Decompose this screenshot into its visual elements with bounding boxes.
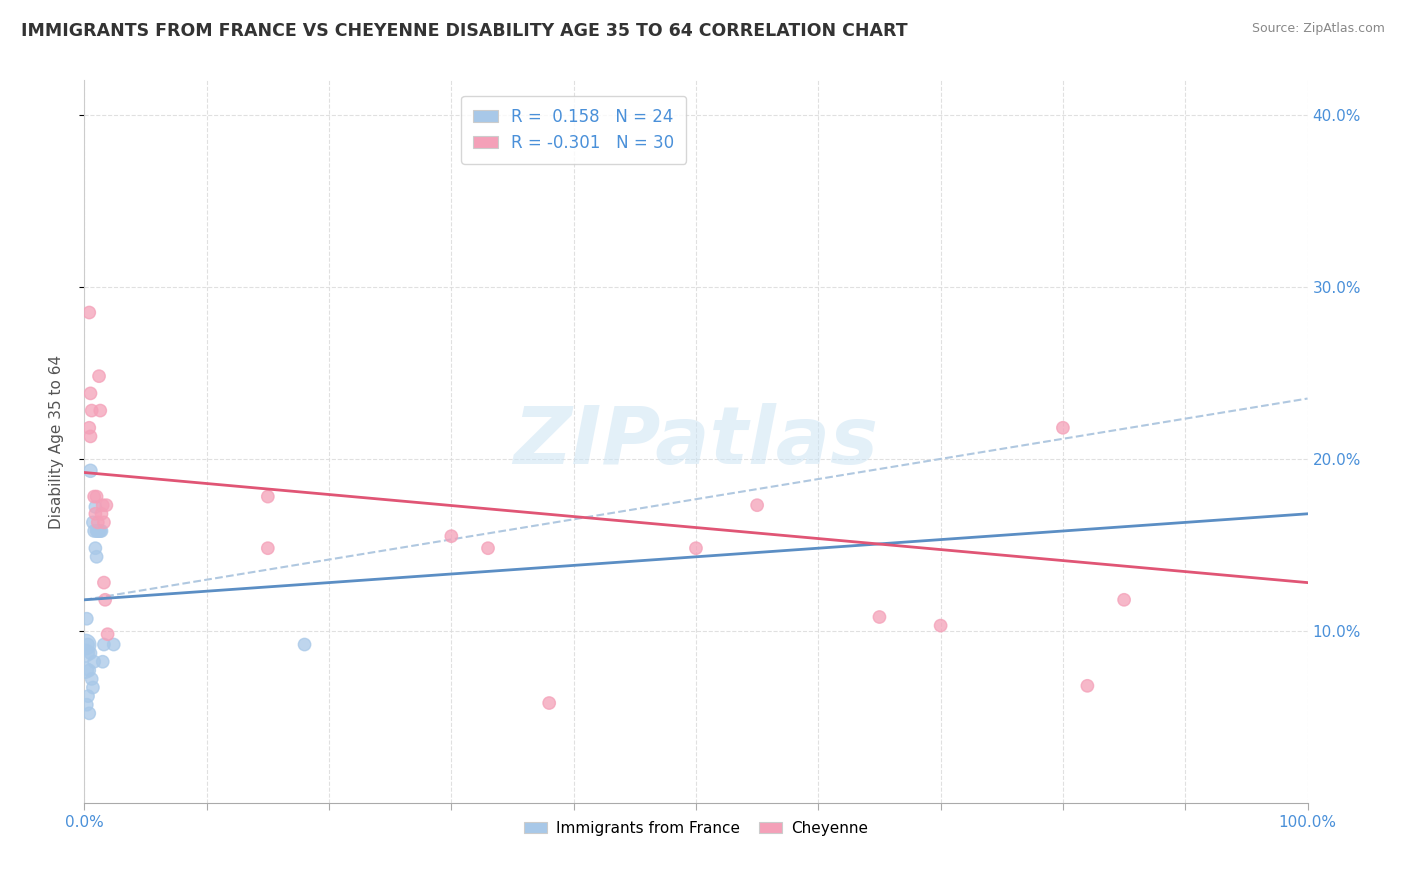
- Point: [96, 498, 118, 512]
- Point: [75, 638, 97, 652]
- Point: [685, 541, 707, 556]
- Point: [84, 500, 107, 514]
- Point: [83, 655, 105, 669]
- Point: [93, 516, 115, 530]
- Point: [93, 638, 115, 652]
- Point: [869, 610, 891, 624]
- Text: ZIPatlas: ZIPatlas: [513, 402, 879, 481]
- Text: Source: ZipAtlas.com: Source: ZipAtlas.com: [1251, 22, 1385, 36]
- Point: [87, 524, 110, 538]
- Point: [79, 646, 101, 660]
- Point: [929, 618, 952, 632]
- Point: [77, 638, 100, 652]
- Point: [84, 541, 107, 556]
- Point: [75, 664, 97, 678]
- Point: [1114, 592, 1136, 607]
- Point: [87, 524, 110, 538]
- Point: [90, 507, 112, 521]
- Point: [89, 524, 111, 538]
- Point: [90, 524, 112, 538]
- Point: [77, 664, 100, 678]
- Point: [91, 655, 114, 669]
- Point: [257, 490, 280, 504]
- Point: [94, 592, 117, 607]
- Point: [76, 612, 98, 626]
- Point: [80, 672, 103, 686]
- Point: [83, 524, 105, 538]
- Point: [97, 627, 120, 641]
- Point: [538, 696, 561, 710]
- Point: [257, 541, 280, 556]
- Point: [77, 421, 100, 435]
- Legend: Immigrants from France, Cheyenne: Immigrants from France, Cheyenne: [517, 815, 875, 842]
- Point: [75, 646, 97, 660]
- Text: IMMIGRANTS FROM FRANCE VS CHEYENNE DISABILITY AGE 35 TO 64 CORRELATION CHART: IMMIGRANTS FROM FRANCE VS CHEYENNE DISAB…: [21, 22, 908, 40]
- Point: [93, 575, 115, 590]
- Point: [82, 516, 104, 530]
- Point: [294, 638, 316, 652]
- Point: [91, 498, 114, 512]
- Point: [76, 698, 98, 712]
- Point: [84, 507, 107, 521]
- Point: [77, 706, 100, 721]
- Point: [77, 689, 100, 703]
- Point: [79, 386, 101, 401]
- Point: [1076, 679, 1098, 693]
- Point: [79, 464, 101, 478]
- Y-axis label: Disability Age 35 to 64: Disability Age 35 to 64: [49, 354, 63, 529]
- Point: [440, 529, 463, 543]
- Point: [86, 524, 108, 538]
- Point: [477, 541, 499, 556]
- Point: [80, 403, 103, 417]
- Point: [82, 681, 104, 695]
- Point: [89, 403, 111, 417]
- Point: [77, 305, 100, 319]
- Point: [86, 490, 108, 504]
- Point: [87, 369, 110, 384]
- Point: [83, 490, 105, 504]
- Point: [79, 429, 101, 443]
- Point: [86, 549, 108, 564]
- Point: [103, 638, 125, 652]
- Point: [1052, 421, 1074, 435]
- Point: [87, 516, 110, 530]
- Point: [747, 498, 769, 512]
